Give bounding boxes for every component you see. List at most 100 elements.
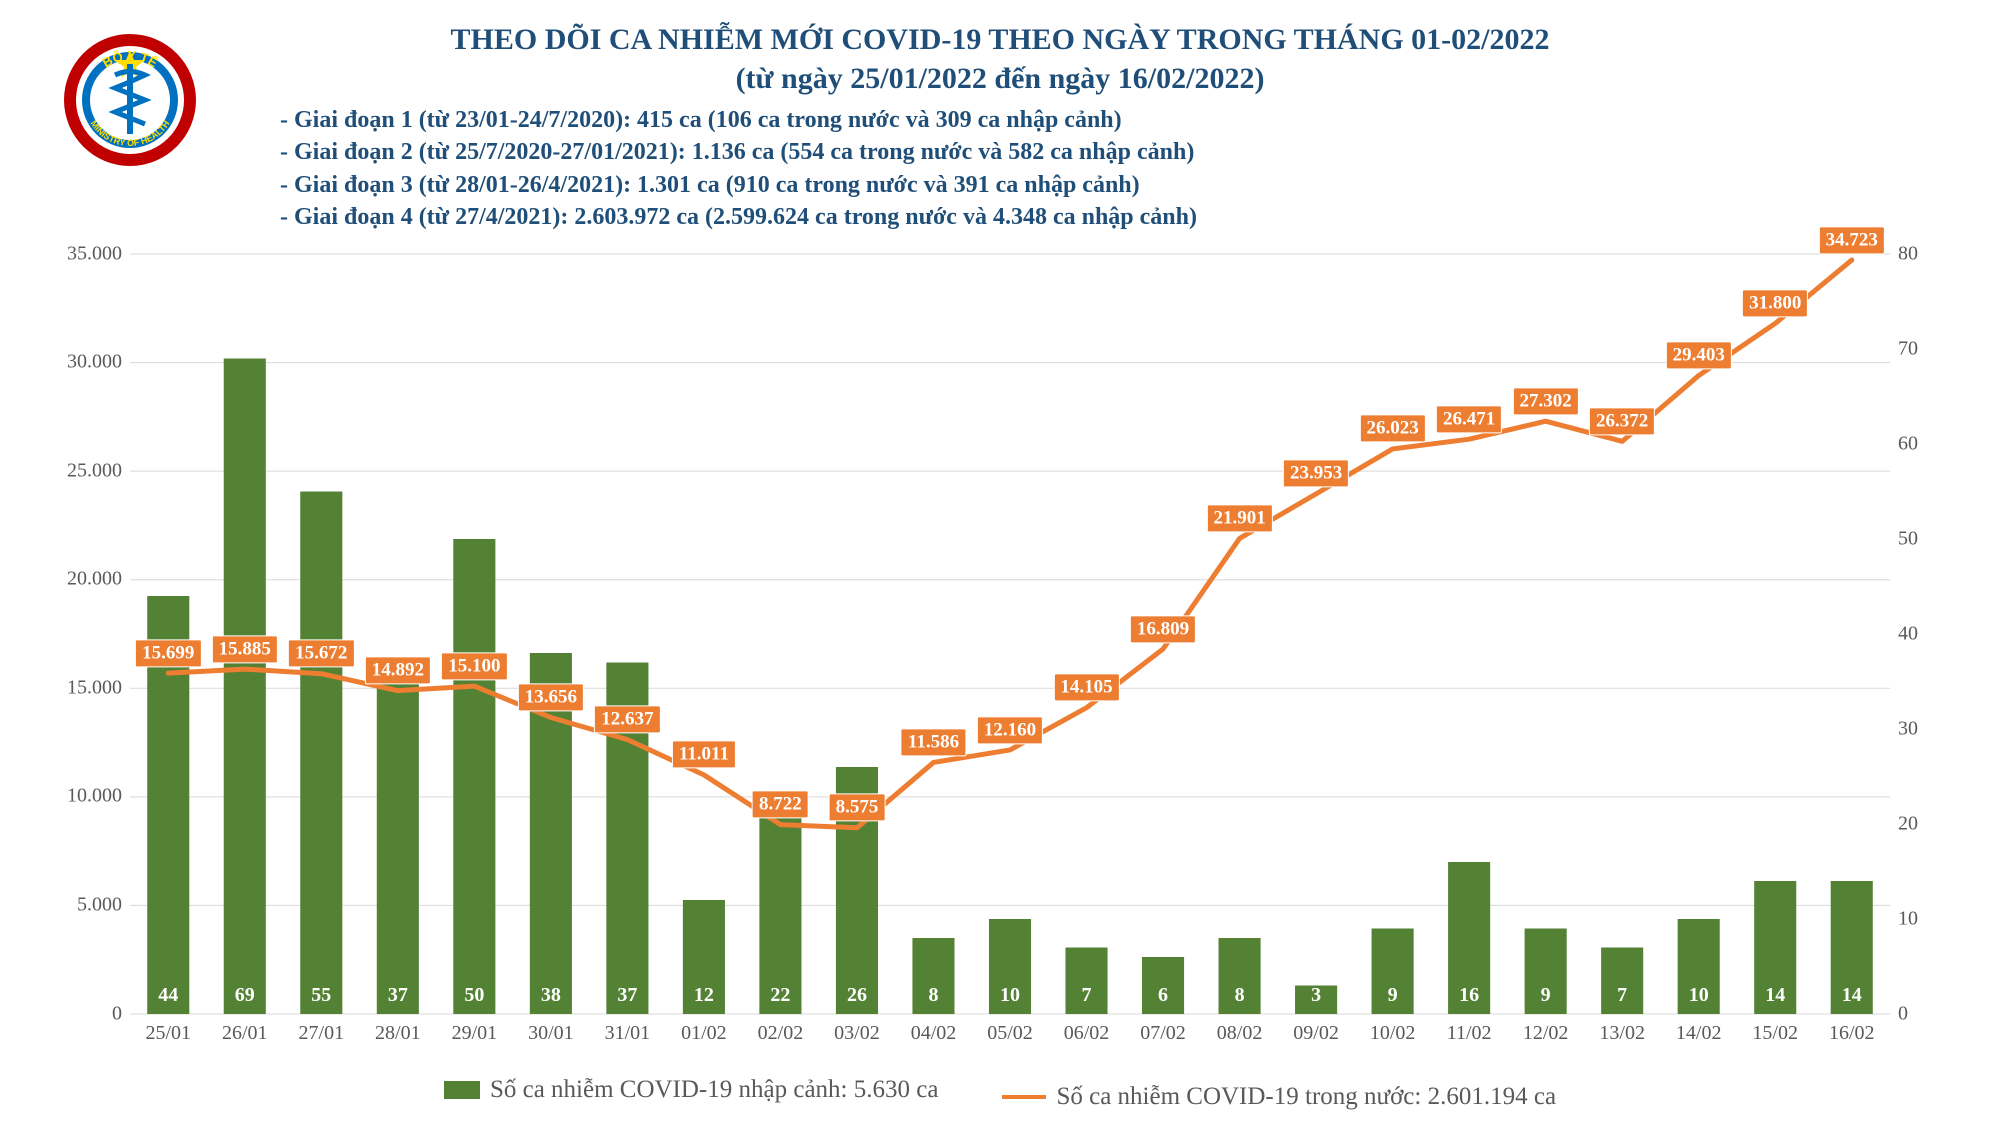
bar-value-label: 12 <box>694 984 714 1007</box>
bar-value-label: 69 <box>235 984 255 1007</box>
y-left-tick: 25.000 <box>67 459 130 482</box>
line-value-label: 26.372 <box>1589 407 1655 435</box>
bar-value-label: 3 <box>1311 984 1321 1007</box>
bar-value-label: 7 <box>1617 984 1627 1007</box>
y-left-tick: 30.000 <box>67 351 130 374</box>
x-tick-label: 13/02 <box>1599 1022 1645 1045</box>
y-right-tick: 80 <box>1890 242 1918 265</box>
line-value-label: 27.302 <box>1513 387 1579 415</box>
legend-bar-label: Số ca nhiễm COVID-19 nhập cảnh: 5.630 ca <box>490 1076 939 1104</box>
bar-value-label: 50 <box>464 984 484 1007</box>
y-left-tick: 10.000 <box>67 785 130 808</box>
line-value-label: 21.901 <box>1206 504 1272 532</box>
x-tick-label: 05/02 <box>987 1022 1033 1045</box>
y-right-tick: 50 <box>1890 527 1918 550</box>
x-tick-label: 09/02 <box>1293 1022 1339 1045</box>
bar-value-label: 14 <box>1842 984 1862 1007</box>
bar-value-label: 26 <box>847 984 867 1007</box>
legend-line-label: Số ca nhiễm COVID-19 trong nước: 2.601.1… <box>1056 1083 1556 1111</box>
y-left-tick: 35.000 <box>67 242 130 265</box>
x-tick-label: 02/02 <box>758 1022 804 1045</box>
bar-value-label: 37 <box>388 984 408 1007</box>
y-right-tick: 40 <box>1890 622 1918 645</box>
line-value-label: 29.403 <box>1666 341 1732 369</box>
chart-area: 05.00010.00015.00020.00025.00030.00035.0… <box>40 244 1960 1064</box>
bar-value-label: 14 <box>1765 984 1785 1007</box>
x-tick-label: 10/02 <box>1370 1022 1416 1045</box>
x-tick-label: 27/01 <box>299 1022 345 1045</box>
line-value-label: 8.722 <box>752 791 809 819</box>
y-right-tick: 60 <box>1890 432 1918 455</box>
line-value-label: 14.105 <box>1053 674 1119 702</box>
line-value-label: 13.656 <box>518 683 584 711</box>
legend-bar-swatch <box>444 1081 480 1099</box>
x-tick-label: 31/01 <box>605 1022 651 1045</box>
legend-line: Số ca nhiễm COVID-19 trong nước: 2.601.1… <box>1002 1083 1556 1111</box>
x-tick-label: 08/02 <box>1217 1022 1263 1045</box>
y-left-tick: 0 <box>112 1002 130 1025</box>
bar-value-label: 44 <box>158 984 178 1007</box>
x-tick-label: 30/01 <box>528 1022 574 1045</box>
line-value-label: 34.723 <box>1819 226 1885 254</box>
x-tick-label: 28/01 <box>375 1022 421 1045</box>
bar-value-label: 10 <box>1689 984 1709 1007</box>
line-value-label: 15.672 <box>288 640 354 668</box>
bar-value-label: 9 <box>1388 984 1398 1007</box>
ministry-logo: BỘ Y TẾ MINISTRY OF HEALTH <box>60 30 200 170</box>
y-right-tick: 30 <box>1890 717 1918 740</box>
title-line-2: (từ ngày 25/01/2022 đến ngày 16/02/2022) <box>40 59 1960 98</box>
line-value-label: 23.953 <box>1283 460 1349 488</box>
legend-bar: Số ca nhiễm COVID-19 nhập cảnh: 5.630 ca <box>444 1076 939 1104</box>
note-line: - Giai đoạn 1 (từ 23/01-24/7/2020): 415 … <box>280 104 1720 136</box>
bar-value-label: 8 <box>1235 984 1245 1007</box>
bar-value-label: 16 <box>1459 984 1479 1007</box>
line-value-label: 26.471 <box>1436 405 1502 433</box>
line-value-label: 12.160 <box>977 716 1043 744</box>
bar-value-label: 55 <box>311 984 331 1007</box>
x-tick-label: 04/02 <box>911 1022 957 1045</box>
y-right-tick: 70 <box>1890 337 1918 360</box>
line-value-label: 11.011 <box>672 741 736 769</box>
y-right-tick: 10 <box>1890 907 1918 930</box>
x-tick-label: 15/02 <box>1752 1022 1798 1045</box>
bar-value-label: 6 <box>1158 984 1168 1007</box>
x-tick-label: 29/01 <box>452 1022 498 1045</box>
legend-line-swatch <box>1002 1095 1046 1099</box>
line-value-label: 16.809 <box>1130 615 1196 643</box>
x-tick-label: 07/02 <box>1140 1022 1186 1045</box>
bar-value-label: 9 <box>1541 984 1551 1007</box>
line-value-label: 15.699 <box>135 639 201 667</box>
bar-value-label: 38 <box>541 984 561 1007</box>
x-tick-label: 11/02 <box>1447 1022 1492 1045</box>
note-line: - Giai đoạn 3 (từ 28/01-26/4/2021): 1.30… <box>280 169 1720 201</box>
x-tick-label: 03/02 <box>834 1022 880 1045</box>
y-right-tick: 0 <box>1890 1002 1908 1025</box>
line-value-label: 11.586 <box>901 728 966 756</box>
line-value-label: 15.885 <box>212 635 278 663</box>
line-value-label: 26.023 <box>1359 415 1425 443</box>
notes-block: - Giai đoạn 1 (từ 23/01-24/7/2020): 415 … <box>280 104 1720 234</box>
bar-value-label: 22 <box>770 984 790 1007</box>
x-tick-label: 06/02 <box>1064 1022 1110 1045</box>
line-value-label: 8.575 <box>829 794 886 822</box>
x-tick-label: 12/02 <box>1523 1022 1569 1045</box>
x-tick-label: 14/02 <box>1676 1022 1722 1045</box>
bar-value-label: 10 <box>1000 984 1020 1007</box>
bar-value-label: 37 <box>617 984 637 1007</box>
y-right-tick: 20 <box>1890 812 1918 835</box>
y-left-tick: 20.000 <box>67 568 130 591</box>
x-tick-label: 26/01 <box>222 1022 268 1045</box>
bar-value-label: 7 <box>1082 984 1092 1007</box>
title-line-1: THEO DÕI CA NHIỄM MỚI COVID-19 THEO NGÀY… <box>40 20 1960 59</box>
line-value-label: 12.637 <box>594 706 660 734</box>
chart-container: BỘ Y TẾ MINISTRY OF HEALTH THEO DÕI CA N… <box>0 0 2000 1140</box>
line-value-label: 15.100 <box>441 652 507 680</box>
note-line: - Giai đoạn 2 (từ 25/7/2020-27/01/2021):… <box>280 136 1720 168</box>
line-value-label: 31.800 <box>1742 289 1808 317</box>
legend: Số ca nhiễm COVID-19 nhập cảnh: 5.630 ca… <box>40 1064 1960 1111</box>
y-left-tick: 15.000 <box>67 676 130 699</box>
bar-value-label: 8 <box>928 984 938 1007</box>
x-tick-label: 01/02 <box>681 1022 727 1045</box>
x-tick-label: 16/02 <box>1829 1022 1875 1045</box>
title-block: THEO DÕI CA NHIỄM MỚI COVID-19 THEO NGÀY… <box>40 20 1960 98</box>
